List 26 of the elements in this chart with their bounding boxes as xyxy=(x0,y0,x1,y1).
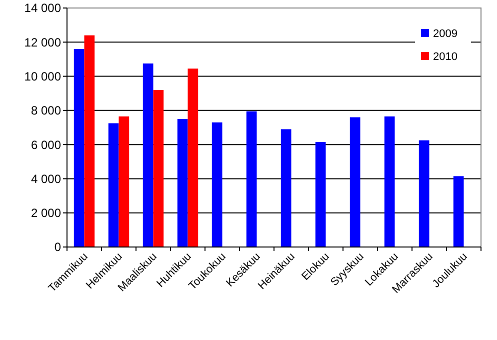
bar xyxy=(315,142,326,247)
bar xyxy=(177,118,188,247)
bar xyxy=(384,116,395,247)
bar xyxy=(350,117,360,247)
bar xyxy=(188,68,198,247)
y-tick-label: 0 xyxy=(54,240,62,254)
y-tick-label: 8 000 xyxy=(30,104,62,118)
bar xyxy=(280,129,292,247)
bar xyxy=(142,63,154,247)
y-tick-label: 12 000 xyxy=(24,35,62,50)
bar xyxy=(153,90,164,247)
bar xyxy=(84,35,95,247)
y-tick-label: 2 000 xyxy=(30,206,62,220)
legend-label: 2010 xyxy=(433,51,458,63)
legend-label: 2009 xyxy=(433,28,458,40)
y-tick-label: 14 000 xyxy=(24,1,62,16)
y-tick-label: 6 000 xyxy=(30,138,62,152)
bar xyxy=(453,176,464,247)
y-tick-label: 4 000 xyxy=(30,172,62,186)
bar xyxy=(108,123,119,247)
bar xyxy=(118,116,130,247)
y-tick-label: 10 000 xyxy=(24,69,62,84)
bar xyxy=(246,111,257,247)
bar xyxy=(418,140,430,247)
bar xyxy=(74,48,84,247)
bar xyxy=(212,122,222,247)
